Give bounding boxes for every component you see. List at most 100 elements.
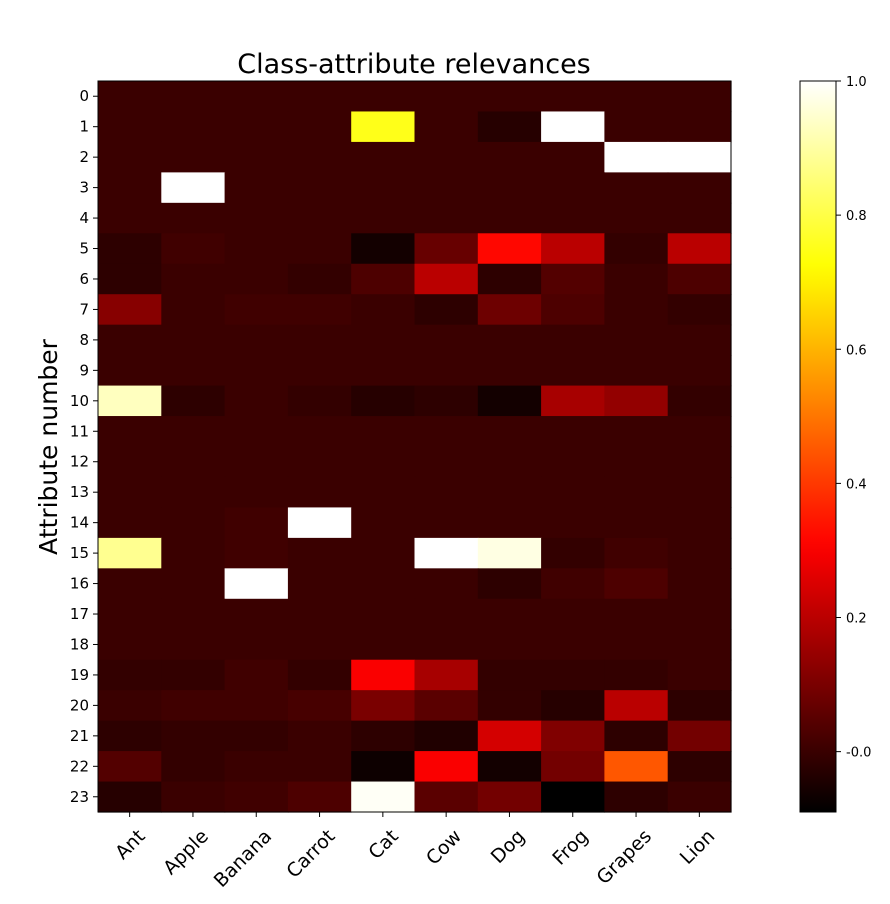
heatmap-cell-9-Dog (477, 355, 542, 387)
heatmap-cell-19-Apple (161, 659, 226, 691)
heatmap-cell-7-Grapes (604, 294, 669, 326)
heatmap-cell-11-Lion (667, 416, 732, 448)
heatmap-cell-12-Carrot (287, 446, 352, 478)
heatmap-cell-10-Cat (351, 385, 416, 417)
heatmap-cell-18-Ant (98, 629, 162, 661)
colorbar-tick-label: 1.0 (846, 75, 867, 90)
x-tick-label: Dog (487, 825, 530, 868)
heatmap-cell-8-Carrot (287, 324, 352, 356)
heatmap-cell-15-Carrot (287, 537, 352, 569)
heatmap-cell-7-Lion (667, 294, 732, 326)
heatmap-cell-15-Ant (98, 537, 162, 569)
y-tick-label: 15 (70, 544, 89, 562)
colorbar-ticks: -0.0 0.2 0.4 0.6 0.8 1.0 (836, 75, 871, 761)
heatmap-cell-22-Ant (98, 751, 162, 783)
heatmap-cell-4-Frog (541, 202, 605, 234)
heatmap-cell-6-Cat (351, 263, 416, 295)
y-tick-label: 8 (79, 331, 89, 349)
heatmap-cell-20-Banana (224, 690, 289, 722)
heatmap-cell-15-Banana (224, 537, 289, 569)
colorbar-tick-label: 0.2 (846, 612, 867, 627)
heatmap-cell-4-Cat (351, 202, 416, 234)
heatmap-cell-15-Apple (161, 537, 226, 569)
heatmap-cell-21-Lion (667, 720, 732, 752)
heatmap-cell-20-Grapes (604, 690, 669, 722)
heatmap-cell-0-Frog (541, 81, 605, 113)
heatmap-cell-6-Cow (414, 263, 479, 295)
plot-frame (97, 80, 732, 813)
heatmap-cell-9-Lion (667, 355, 732, 387)
heatmap-cell-14-Grapes (604, 507, 669, 539)
y-tick-label: 20 (70, 696, 89, 714)
heatmap-cell-23-Dog (477, 781, 542, 813)
heatmap-cell-23-Apple (161, 781, 226, 813)
y-tick-label: 3 (79, 179, 89, 197)
heatmap-cell-4-Dog (477, 202, 542, 234)
heatmap-cell-20-Apple (161, 690, 226, 722)
heatmap-cell-2-Apple (161, 141, 226, 173)
y-tick-label: 17 (70, 605, 89, 623)
heatmap-cell-0-Ant (98, 81, 162, 113)
heatmap-cell-18-Carrot (287, 629, 352, 661)
heatmap-cell-12-Ant (98, 446, 162, 478)
heatmap-cell-18-Cow (414, 629, 479, 661)
heatmap-cell-7-Frog (541, 294, 605, 326)
heatmap-cell-21-Cow (414, 720, 479, 752)
heatmap-cell-1-Apple (161, 111, 226, 143)
y-tick-label: 16 (70, 575, 89, 593)
heatmap-cell-0-Cow (414, 81, 479, 113)
y-tick-label: 23 (70, 788, 89, 806)
heatmap-cell-23-Ant (98, 781, 162, 813)
heatmap-cell-4-Ant (98, 202, 162, 234)
heatmap-cell-9-Carrot (287, 355, 352, 387)
y-tick-label: 9 (79, 361, 89, 379)
heatmap-cell-18-Lion (667, 629, 732, 661)
heatmap-cell-10-Apple (161, 385, 226, 417)
heatmap-cell-21-Dog (477, 720, 542, 752)
heatmap-cell-14-Dog (477, 507, 542, 539)
heatmap-cell-3-Dog (477, 172, 542, 204)
y-tick-label: 4 (79, 209, 89, 227)
heatmap-cell-13-Carrot (287, 476, 352, 509)
heatmap-cell-12-Grapes (604, 446, 669, 478)
heatmap-cell-6-Ant (98, 263, 162, 295)
heatmap-cell-23-Cat (351, 781, 416, 813)
heatmap-cell-4-Grapes (604, 202, 669, 234)
heatmap-cell-18-Frog (541, 629, 605, 661)
heatmap-cell-17-Apple (161, 598, 226, 630)
x-tick-label: Banana (210, 825, 277, 892)
heatmap-cell-3-Cat (351, 172, 416, 204)
heatmap-cell-20-Lion (667, 690, 732, 722)
heatmap-cell-5-Lion (667, 233, 732, 265)
x-tick-label: Cow (422, 825, 466, 869)
heatmap-cell-5-Carrot (287, 233, 352, 265)
heatmap-cell-1-Carrot (287, 111, 352, 143)
heatmap-cell-3-Frog (541, 172, 605, 204)
x-tick-label: Grapes (592, 825, 656, 889)
y-tick-label: 7 (79, 300, 89, 318)
heatmap-cell-8-Banana (224, 324, 289, 356)
heatmap-cell-21-Banana (224, 720, 289, 752)
heatmap-cell-10-Frog (541, 385, 605, 417)
heatmap-cell-12-Cow (414, 446, 479, 478)
heatmap-cell-19-Banana (224, 659, 289, 691)
heatmap-cell-23-Grapes (604, 781, 669, 813)
heatmap-cell-14-Banana (224, 507, 289, 539)
heatmap-cell-0-Dog (477, 81, 542, 113)
x-tick-label: Ant (111, 825, 150, 864)
heatmap-cell-17-Grapes (604, 598, 669, 630)
heatmap-cell-13-Apple (161, 476, 226, 509)
heatmap-cell-9-Frog (541, 355, 605, 387)
heatmap-cell-11-Apple (161, 416, 226, 448)
heatmap-cell-2-Lion (667, 141, 732, 173)
heatmap-cell-0-Carrot (287, 81, 352, 113)
heatmap-cell-5-Grapes (604, 233, 669, 265)
heatmap-cell-6-Frog (541, 263, 605, 295)
heatmap-cell-19-Carrot (287, 659, 352, 691)
colorbar-tick-label: 0.8 (846, 209, 867, 224)
heatmap-cell-16-Frog (541, 568, 605, 600)
heatmap-cell-13-Cat (351, 476, 416, 509)
heatmap-cell-2-Grapes (604, 141, 669, 173)
